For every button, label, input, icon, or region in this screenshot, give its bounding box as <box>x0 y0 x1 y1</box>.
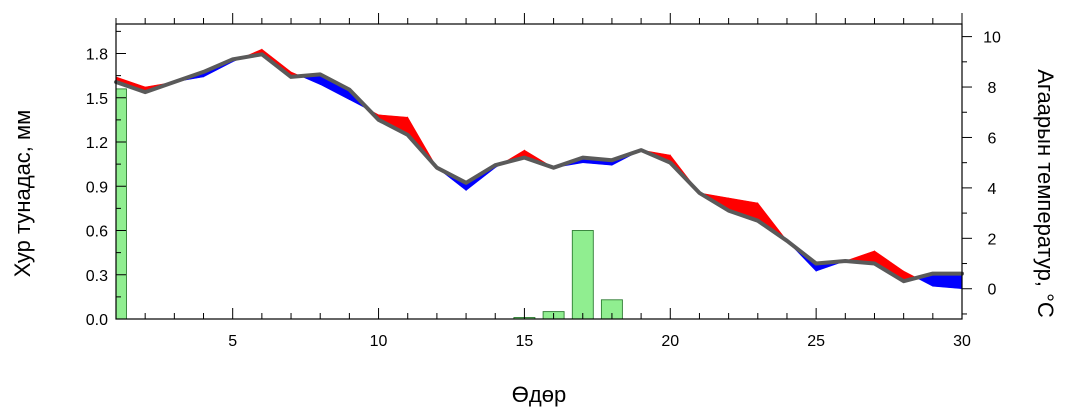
precipitation-bar <box>571 230 594 320</box>
y-right-tick-label: 0 <box>988 282 997 299</box>
y-right-tick-label: 6 <box>988 130 997 147</box>
y-axis-right: 0 2 4 6 8 10 <box>962 30 1001 315</box>
x-tick-label: 30 <box>953 333 971 350</box>
x-axis: 5 10 15 20 25 30 <box>115 13 971 350</box>
y-axis-right-title: Агаарын температур, °С <box>1033 69 1058 318</box>
y-left-tick-label: 0.0 <box>86 312 108 329</box>
y-left-tick-label: 0.9 <box>86 179 108 196</box>
y-left-tick-label: 0.6 <box>86 224 108 241</box>
y-right-tick-label: 2 <box>988 231 997 248</box>
y-right-tick-label: 8 <box>988 80 997 97</box>
y-right-tick-label: 10 <box>983 30 1001 47</box>
y-left-tick-label: 1.5 <box>86 91 108 108</box>
y-right-tick-label: 4 <box>988 181 997 198</box>
x-tick-label: 15 <box>516 333 534 350</box>
x-axis-title: Өдөр <box>512 382 566 407</box>
x-tick-label: 5 <box>228 333 237 350</box>
temperature-line <box>114 52 964 284</box>
y-axis-left-title: Хур тунадас, мм <box>10 110 35 278</box>
temperature-anomaly-fills <box>115 48 963 290</box>
temperature-line-group <box>114 52 964 284</box>
cold-anomaly-fill <box>932 273 963 290</box>
x-tick-label: 10 <box>370 333 388 350</box>
y-left-tick-label: 1.8 <box>86 47 108 64</box>
y-left-tick-label: 0.3 <box>86 268 108 285</box>
precipitation-bar <box>115 88 127 320</box>
precipitation-bars <box>115 88 623 320</box>
plot-frame <box>115 23 963 320</box>
x-tick-label: 20 <box>661 333 679 350</box>
y-axis-left: 0.0 0.3 0.6 0.9 1.2 1.5 1.8 <box>86 30 126 329</box>
y-left-tick-label: 1.2 <box>86 135 108 152</box>
x-tick-label: 25 <box>807 333 825 350</box>
